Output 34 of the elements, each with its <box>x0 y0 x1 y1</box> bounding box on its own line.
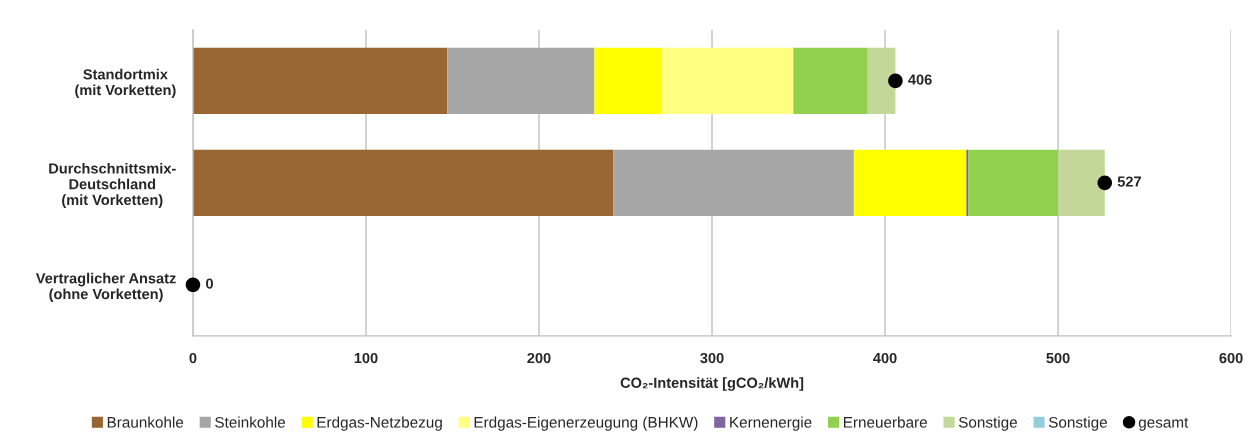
x-tick-label: 600 <box>1219 352 1243 364</box>
data-label: 0 <box>206 278 213 289</box>
y-tick-label: Durchschnittsmix- Deutschland (mit Vorketten) <box>49 162 176 208</box>
bar <box>1058 149 1105 216</box>
bar <box>867 47 896 114</box>
bar <box>968 149 1059 216</box>
bar <box>661 47 794 114</box>
bar <box>192 47 448 114</box>
bar <box>192 149 614 216</box>
bar <box>594 47 662 114</box>
y-tick-label: Vertraglicher Ansatz (ohne Vorketten) <box>35 272 176 303</box>
x-tick-label: 100 <box>354 352 378 364</box>
legend-label: Braunkohle <box>107 416 184 428</box>
data-label: 406 <box>908 74 932 85</box>
legend-label: Steinkohle <box>215 416 286 428</box>
legend-label: Erdgas-Netzbezug <box>317 416 442 431</box>
x-tick-label: 200 <box>527 352 551 364</box>
x-tick-label: 500 <box>1046 352 1070 364</box>
y-tick-label: Standortmix (mit Vorketten) <box>75 68 176 99</box>
x-axis-title: CO₂-Intensität [gCO₂/kWh] <box>620 377 804 391</box>
x-tick-label: 300 <box>700 352 724 364</box>
data-label: 527 <box>1117 176 1141 187</box>
x-tick-label: 0 <box>189 352 197 364</box>
legend-label: Erneuerbare <box>843 416 927 428</box>
x-tick-label: 400 <box>873 352 897 364</box>
bar <box>793 47 868 114</box>
legend-label: Erdgas-Eigenerzeugung (BHKW) <box>474 416 698 431</box>
legend-label: Sonstige <box>1048 416 1107 431</box>
legend-label: Kernenergie <box>730 416 812 431</box>
legend-label: gesamt <box>1138 417 1189 431</box>
bar <box>447 47 595 114</box>
bar <box>853 149 967 216</box>
bar <box>613 149 854 216</box>
legend-label: Sonstige <box>958 416 1017 431</box>
